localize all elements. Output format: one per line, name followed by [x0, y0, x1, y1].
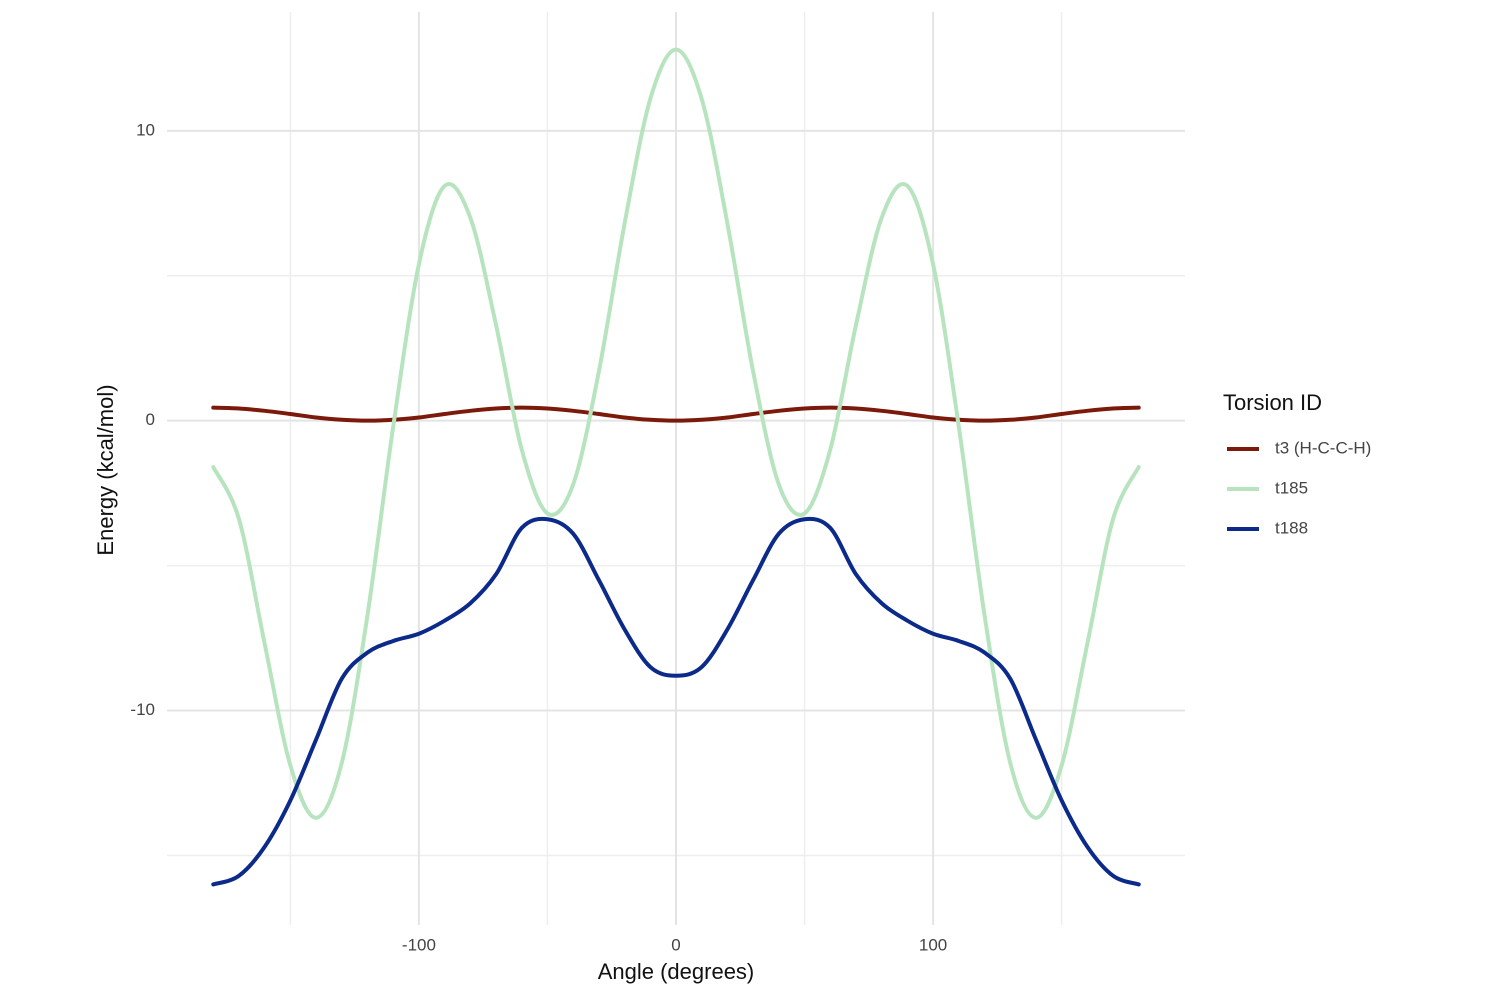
y-axis-title: Energy (kcal/mol) [93, 384, 118, 555]
y-tick-label: 10 [136, 120, 155, 139]
legend-label: t188 [1275, 518, 1308, 537]
x-tick-label: -100 [402, 935, 436, 954]
y-tick-label: -10 [130, 700, 155, 719]
legend-title: Torsion ID [1223, 390, 1322, 415]
line [211, 47, 1141, 820]
x-tick-label: 100 [919, 935, 947, 954]
line [211, 405, 1141, 423]
x-axis-title: Angle (degrees) [598, 959, 755, 984]
legend-label: t3 (H-C-C-H) [1275, 438, 1371, 457]
x-tick-label: 0 [671, 935, 680, 954]
line [211, 516, 1141, 887]
legend-label: t185 [1275, 478, 1308, 497]
y-tick-label: 0 [146, 410, 155, 429]
